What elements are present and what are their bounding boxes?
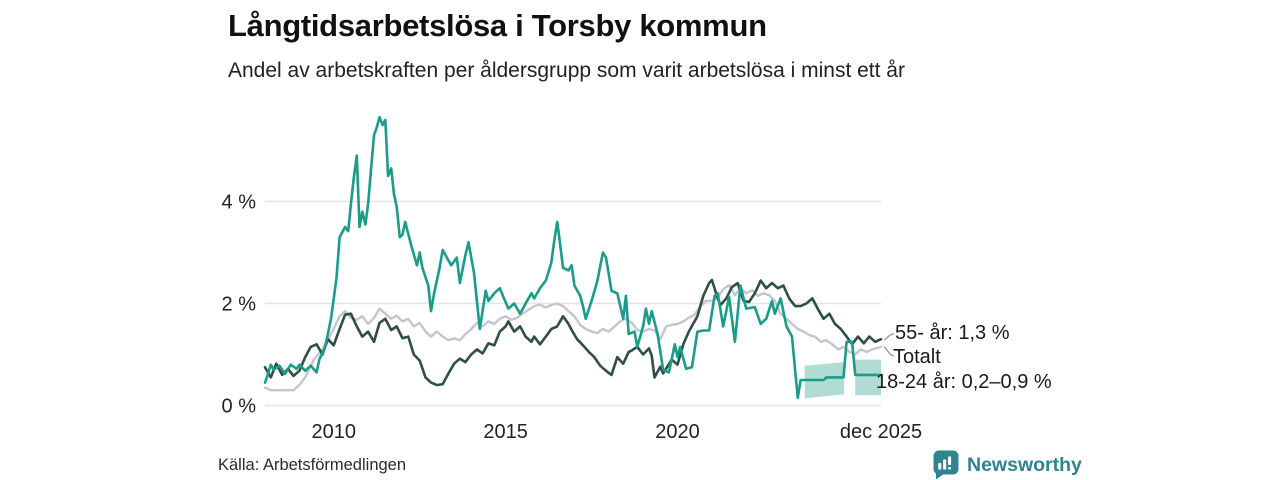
chart-subtitle: Andel av arbetskraften per åldersgrupp s… — [228, 59, 905, 82]
source-note: Källa: Arbetsförmedlingen — [218, 456, 407, 474]
newsworthy-wordmark: Newsworthy — [967, 453, 1082, 476]
leader-line-55 — [883, 333, 895, 341]
series-line-totalt — [263, 283, 883, 392]
confidence-band — [855, 359, 881, 396]
y-tick-label: 2 % — [222, 294, 257, 316]
series-label-55: 55- år: 1,3 % — [895, 322, 1010, 344]
x-tick-label: dec 2025 — [840, 421, 922, 443]
series-line-55-r — [263, 278, 883, 387]
series-label-totalt: Totalt — [893, 346, 941, 368]
x-tick-label: 2015 — [483, 421, 528, 443]
newsworthy-logo: Newsworthy — [933, 450, 1082, 480]
newsworthy-bars-icon — [933, 450, 959, 480]
series-label-18-24: 18-24 år: 0,2–0,9 % — [876, 371, 1052, 393]
series-line-18-24-r — [263, 116, 883, 400]
x-tick-label: 2010 — [312, 421, 357, 443]
y-tick-label: 0 % — [222, 396, 257, 418]
page-title: Långtidsarbetslösa i Torsby kommun — [228, 8, 767, 43]
x-tick-label: 2020 — [655, 421, 700, 443]
y-tick-label: 4 % — [222, 192, 257, 214]
leader-line-totalt — [883, 346, 895, 357]
